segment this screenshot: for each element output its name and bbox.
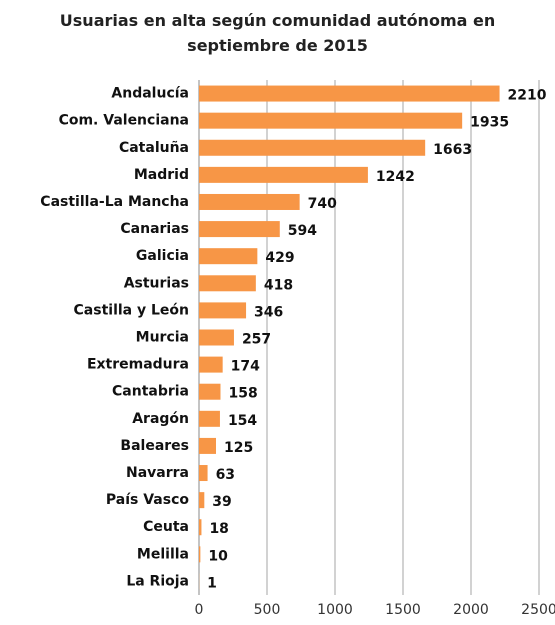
bar [199, 546, 201, 563]
value-label: 174 [231, 359, 260, 375]
bar [199, 302, 247, 319]
y-tick-label: Cataluña [119, 140, 189, 156]
value-label: 740 [308, 196, 337, 212]
y-tick-label: Extremadura [87, 357, 189, 373]
bar [199, 492, 205, 509]
bar [199, 221, 280, 238]
value-label: 125 [224, 440, 253, 456]
y-tick-label: Ceuta [143, 519, 189, 535]
x-tick-label: 1500 [385, 602, 421, 618]
x-tick-label: 1000 [317, 602, 353, 618]
bar [199, 437, 216, 454]
y-tick-label: Melilla [137, 546, 189, 562]
y-tick-label: Castilla y León [74, 302, 189, 318]
y-tick-label: Com. Valenciana [59, 113, 189, 129]
x-tick-label: 500 [254, 602, 281, 618]
chart-title: Usuarias en alta según comunidad autónom… [59, 11, 496, 55]
value-label: 429 [265, 250, 294, 266]
y-tick-label: Baleares [120, 438, 189, 454]
value-label: 154 [228, 413, 257, 429]
value-label: 346 [254, 304, 283, 320]
x-tick-label: 2500 [521, 602, 555, 618]
bar [199, 356, 223, 373]
bar [199, 139, 426, 156]
bar [199, 275, 256, 292]
value-label: 39 [212, 494, 231, 510]
value-label: 418 [264, 277, 293, 293]
y-tick-label: Aragón [132, 411, 189, 427]
bar [199, 193, 300, 210]
value-label: 18 [209, 521, 228, 537]
bar [199, 166, 368, 183]
value-label: 1242 [376, 169, 415, 185]
bar [199, 329, 234, 346]
y-tick-label: Castilla-La Mancha [40, 194, 189, 210]
bar [199, 248, 258, 265]
bar [199, 112, 463, 129]
value-label: 158 [228, 386, 257, 402]
y-tick-label: Madrid [134, 167, 189, 183]
y-tick-label: Andalucía [111, 86, 189, 102]
value-label: 257 [242, 332, 271, 348]
y-tick-label: Galicia [136, 248, 189, 264]
value-label: 1935 [470, 115, 509, 131]
bar [199, 85, 500, 102]
x-tick-label: 2000 [453, 602, 489, 618]
y-tick-label: La Rioja [126, 573, 189, 589]
value-label: 1 [207, 575, 217, 591]
y-tick-label: País Vasco [106, 492, 189, 508]
bar [199, 410, 220, 427]
y-tick-label: Cantabria [112, 384, 189, 400]
value-label: 63 [216, 467, 235, 483]
value-label: 10 [208, 548, 228, 564]
bar [199, 519, 202, 536]
x-tick-label: 0 [195, 602, 204, 618]
y-tick-label: Murcia [136, 330, 189, 346]
y-tick-label: Asturias [124, 275, 189, 291]
bar [199, 465, 208, 482]
value-label: 594 [288, 223, 317, 239]
value-label: 1663 [433, 142, 472, 158]
bar [199, 383, 221, 400]
value-label: 2210 [508, 88, 547, 104]
y-tick-label: Canarias [120, 221, 189, 237]
y-tick-label: Navarra [126, 465, 189, 481]
